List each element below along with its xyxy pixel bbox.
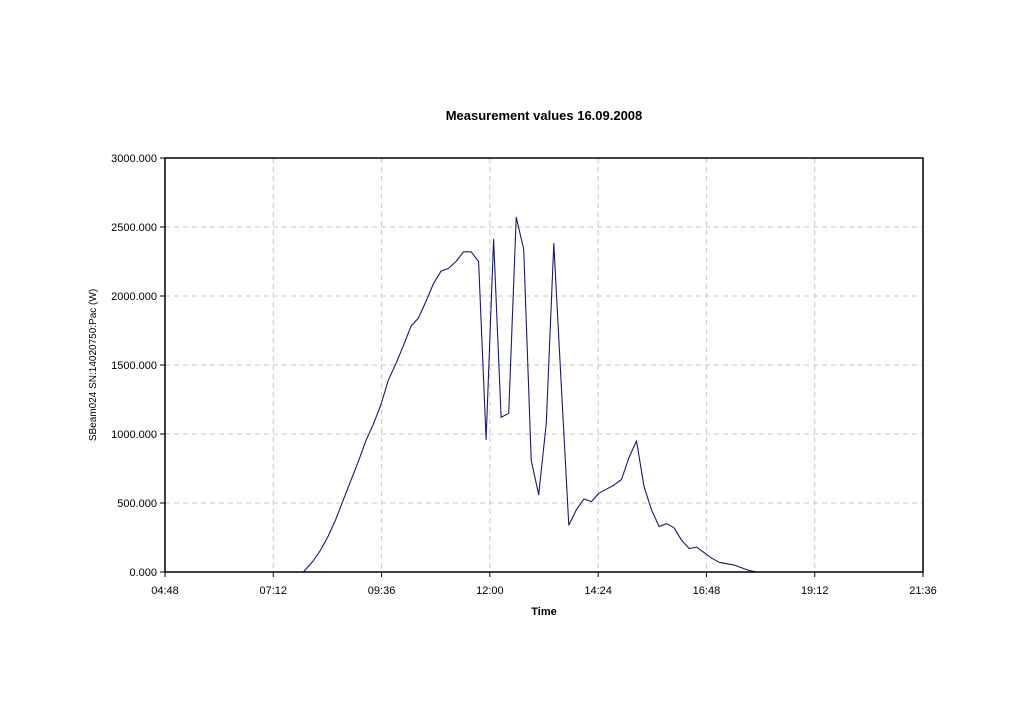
series-layer	[302, 216, 802, 573]
x-tick-label: 21:36	[909, 585, 937, 597]
series-line-0	[302, 216, 802, 573]
y-tick-label: 1000.000	[111, 429, 157, 441]
plot-frame	[164, 157, 924, 573]
y-tick-label: 2000.000	[111, 291, 157, 303]
y-tick-label: 1500.000	[111, 360, 157, 372]
x-tick-label: 12:00	[476, 585, 504, 597]
x-axis-title: Time	[531, 606, 556, 618]
y-axis-tick-labels: 0.000 500.000 1000.000 1500.000 2000.000 2500…	[111, 153, 157, 579]
x-tick-label: 07:12	[260, 585, 288, 597]
grid-lines	[165, 158, 923, 572]
x-axis-tick-labels: 04:48 07:12 09:36 12:00 14:24 16:48 19:12 21:36	[151, 585, 937, 597]
y-tick-label: 500.000	[117, 498, 157, 510]
x-tick-label: 14:24	[584, 585, 612, 597]
y-tick-label: 0.000	[129, 567, 157, 579]
x-tick-label: 04:48	[151, 585, 179, 597]
y-axis-title: SBeam024 SN:14020750:Pac (W)	[88, 289, 99, 441]
x-tick-label: 16:48	[693, 585, 721, 597]
y-tick-label: 2500.000	[111, 222, 157, 234]
x-tick-label: 09:36	[368, 585, 396, 597]
y-tick-label: 3000.000	[111, 153, 157, 165]
axis-ticks	[160, 157, 924, 577]
chart-title: Measurement values 16.09.2008	[446, 108, 643, 123]
x-tick-label: 19:12	[801, 585, 829, 597]
